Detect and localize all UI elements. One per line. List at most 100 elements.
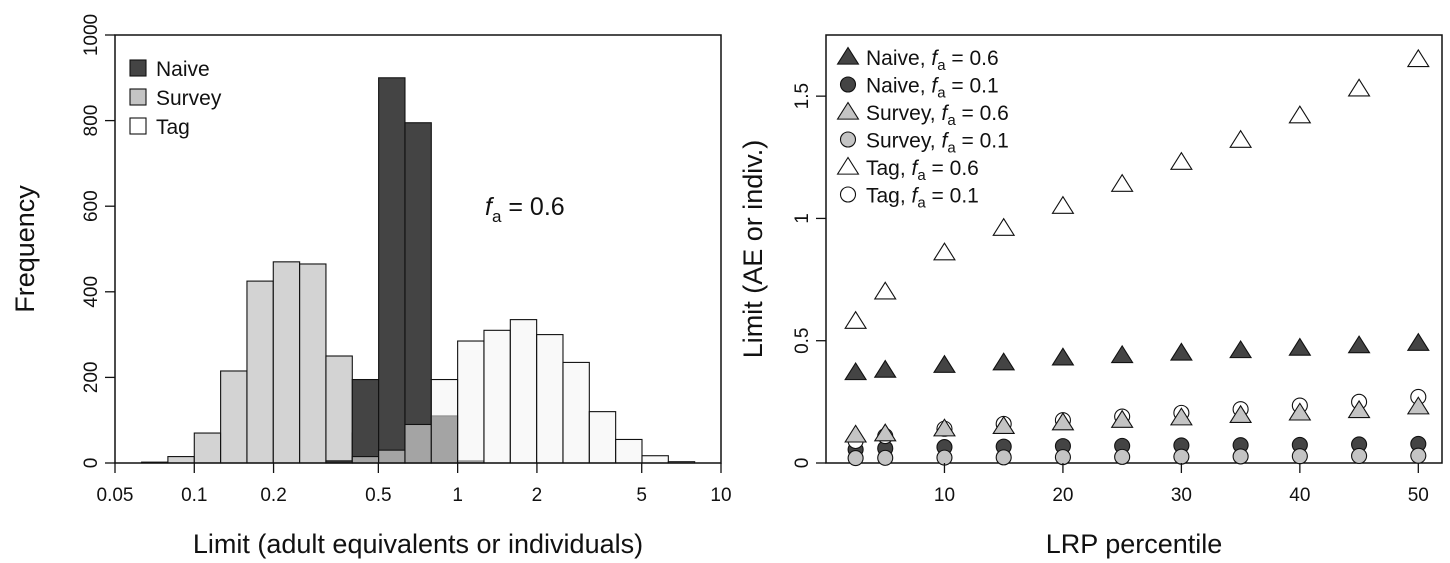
point-survey-fa01-1 bbox=[847, 450, 864, 467]
point-tag-fa06-5 bbox=[1051, 195, 1075, 214]
scatter-y-axis-label: Limit (AE or indiv.) bbox=[738, 140, 768, 359]
histogram-x-tick-label: 2 bbox=[532, 485, 543, 506]
scatter-y-tick-label: 0 bbox=[792, 458, 813, 469]
legend-swatch-tag bbox=[129, 117, 147, 135]
point-survey-fa06-7 bbox=[1169, 407, 1193, 426]
histogram-x-axis: 0.05 0.1 0.2 0.5 1 2 5 10 bbox=[97, 463, 732, 506]
point-naive-fa06-3 bbox=[933, 354, 956, 373]
bar-tag-13 bbox=[457, 340, 485, 464]
scatter-x-tick-label: 20 bbox=[1052, 485, 1073, 506]
histogram-legend: Naive Survey Tag bbox=[129, 58, 222, 139]
histogram-x-tick-label: 10 bbox=[710, 485, 731, 506]
legend-marker-naive-fa06 bbox=[836, 46, 860, 65]
scatter-y-tick-label: 0.5 bbox=[792, 328, 813, 354]
point-tag-fa06-4 bbox=[992, 217, 1016, 236]
point-naive-fa06-4 bbox=[992, 352, 1016, 371]
point-survey-fa06-2 bbox=[873, 423, 897, 442]
histogram-x-axis-label: Limit (adult equivalents or individuals) bbox=[193, 529, 643, 559]
histogram-x-tick-label: 0.1 bbox=[181, 485, 207, 506]
histogram-panel: 0.05 0.1 0.2 0.5 1 2 5 10 0 200 400 600 800 1000 Lim… bbox=[10, 14, 732, 559]
histogram-annotation: fa = 0.6 bbox=[485, 193, 565, 226]
point-tag-fa06-6 bbox=[1110, 173, 1134, 192]
bar-survey-4 bbox=[220, 370, 248, 464]
histogram-y-axis: 0 200 400 600 800 1000 bbox=[81, 14, 115, 468]
histogram-y-tick-label: 200 bbox=[81, 362, 102, 394]
legend-label-naive-fa01: Naive, fa = 0.1 bbox=[866, 75, 999, 102]
point-naive-fa06-11 bbox=[1406, 332, 1430, 351]
bar-tag-14 bbox=[483, 329, 511, 464]
legend-label-survey: Survey bbox=[156, 87, 222, 110]
legend-marker-survey-fa06 bbox=[836, 101, 860, 120]
scatter-x-tick-label: 40 bbox=[1289, 485, 1310, 506]
point-survey-fa06-6 bbox=[1110, 409, 1134, 428]
annotation-italic: f bbox=[485, 193, 495, 221]
point-naive-fa06-1 bbox=[844, 361, 868, 381]
bar-tag-17 bbox=[562, 361, 590, 464]
point-survey-fa06-10 bbox=[1347, 399, 1371, 419]
histogram-y-tick-label: 1000 bbox=[81, 14, 102, 56]
bar-tag-10 bbox=[378, 449, 406, 464]
scatter-x-axis: 10 20 30 40 50 bbox=[934, 463, 1429, 506]
legend-label-tag-fa06: Tag, fa = 0.6 bbox=[866, 157, 979, 184]
histogram-y-tick-label: 800 bbox=[81, 105, 102, 137]
point-survey-fa01-5 bbox=[1054, 449, 1071, 466]
histogram-y-tick-label: 400 bbox=[81, 276, 102, 308]
histogram-x-tick-label: 0.2 bbox=[260, 485, 286, 506]
point-tag-fa06-3 bbox=[933, 242, 956, 261]
bar-survey-7 bbox=[299, 263, 327, 464]
bar-survey-3 bbox=[193, 432, 222, 464]
point-survey-fa01-10 bbox=[1351, 447, 1368, 464]
bar-survey-6 bbox=[272, 261, 301, 464]
annotation-rest: = 0.6 bbox=[501, 193, 564, 221]
point-survey-fa01-4 bbox=[995, 449, 1012, 466]
point-naive-fa06-6 bbox=[1110, 344, 1134, 364]
histogram-y-axis-label: Frequency bbox=[10, 185, 40, 313]
histogram-x-tick-label: 0.05 bbox=[97, 485, 134, 506]
bar-naive-11 bbox=[404, 122, 432, 464]
point-tag-fa06-8 bbox=[1229, 129, 1253, 148]
point-survey-fa01-6 bbox=[1114, 448, 1131, 465]
legend-swatch-naive bbox=[129, 59, 147, 77]
point-survey-fa06-3 bbox=[933, 418, 956, 437]
point-survey-fa06-4 bbox=[992, 415, 1016, 434]
point-survey-fa01-3 bbox=[936, 449, 953, 466]
scatter-x-tick-label: 50 bbox=[1408, 485, 1429, 506]
annotation-sub: a bbox=[492, 207, 502, 226]
bar-tag-12 bbox=[430, 378, 459, 464]
point-survey-fa01-7 bbox=[1173, 448, 1190, 465]
point-survey-fa06-1 bbox=[844, 424, 868, 443]
point-survey-fa01-11 bbox=[1410, 447, 1427, 464]
scatter-y-tick-label: 1.5 bbox=[792, 83, 813, 109]
bar-tag-15 bbox=[509, 319, 538, 464]
bar-survey-2 bbox=[167, 456, 195, 464]
scatter-points bbox=[844, 48, 1430, 467]
point-survey-fa06-8 bbox=[1229, 404, 1253, 423]
point-survey-fa06-5 bbox=[1051, 412, 1075, 431]
point-naive-fa06-8 bbox=[1229, 339, 1253, 359]
bar-tag-11 bbox=[404, 423, 432, 464]
scatter-plot-frame bbox=[825, 34, 1443, 464]
point-survey-fa01-8 bbox=[1232, 448, 1249, 465]
point-tag-fa06-10 bbox=[1347, 78, 1371, 97]
legend-swatch-survey bbox=[129, 88, 147, 106]
point-tag-fa06-9 bbox=[1288, 105, 1312, 124]
legend-label-tag: Tag bbox=[156, 116, 190, 139]
point-naive-fa06-2 bbox=[873, 359, 897, 378]
histogram-bars bbox=[141, 77, 696, 464]
scatter-y-tick-label: 1 bbox=[792, 213, 813, 224]
legend-marker-survey-fa01 bbox=[839, 131, 857, 148]
legend-marker-tag-fa01 bbox=[839, 186, 857, 203]
point-naive-fa06-10 bbox=[1347, 335, 1371, 354]
histogram-y-tick-label: 0 bbox=[81, 458, 102, 469]
point-naive-fa06-9 bbox=[1288, 337, 1312, 356]
scatter-panel: 10 20 30 40 50 0 0.5 1 1.5 LRP percentile Limit… bbox=[738, 34, 1443, 559]
bar-naive-9 bbox=[351, 378, 380, 464]
point-tag-fa06-2 bbox=[873, 281, 897, 300]
legend-label-naive-fa06: Naive, fa = 0.6 bbox=[866, 47, 999, 74]
bar-tag-18 bbox=[588, 411, 617, 464]
scatter-y-axis: 0 0.5 1 1.5 bbox=[792, 83, 826, 468]
bar-survey-8 bbox=[325, 355, 353, 464]
histogram-x-tick-label: 0.5 bbox=[365, 485, 391, 506]
